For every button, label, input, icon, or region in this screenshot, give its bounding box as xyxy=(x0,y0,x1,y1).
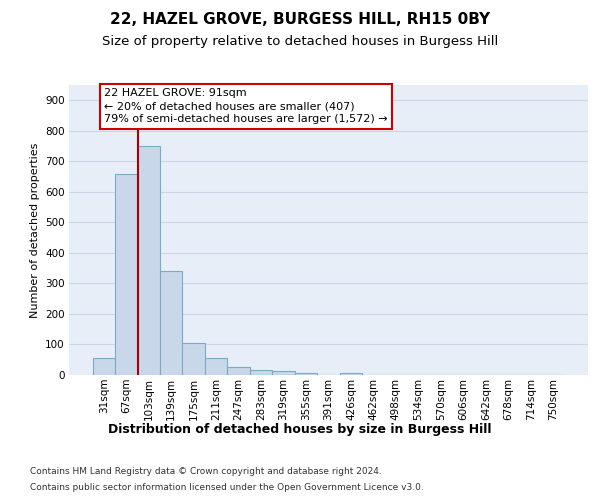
Bar xyxy=(340,372,362,375)
Text: Distribution of detached houses by size in Burgess Hill: Distribution of detached houses by size … xyxy=(108,422,492,436)
Bar xyxy=(160,271,182,375)
Bar xyxy=(115,174,137,375)
Bar xyxy=(137,146,160,375)
Bar xyxy=(295,372,317,375)
Text: Contains HM Land Registry data © Crown copyright and database right 2024.: Contains HM Land Registry data © Crown c… xyxy=(30,468,382,476)
Bar xyxy=(182,343,205,375)
Bar xyxy=(272,372,295,375)
Text: Size of property relative to detached houses in Burgess Hill: Size of property relative to detached ho… xyxy=(102,35,498,48)
Bar xyxy=(92,358,115,375)
Bar xyxy=(205,358,227,375)
Y-axis label: Number of detached properties: Number of detached properties xyxy=(29,142,40,318)
Bar xyxy=(227,368,250,375)
Text: 22 HAZEL GROVE: 91sqm
← 20% of detached houses are smaller (407)
79% of semi-det: 22 HAZEL GROVE: 91sqm ← 20% of detached … xyxy=(104,88,388,124)
Text: 22, HAZEL GROVE, BURGESS HILL, RH15 0BY: 22, HAZEL GROVE, BURGESS HILL, RH15 0BY xyxy=(110,12,490,28)
Bar xyxy=(250,370,272,375)
Text: Contains public sector information licensed under the Open Government Licence v3: Contains public sector information licen… xyxy=(30,482,424,492)
